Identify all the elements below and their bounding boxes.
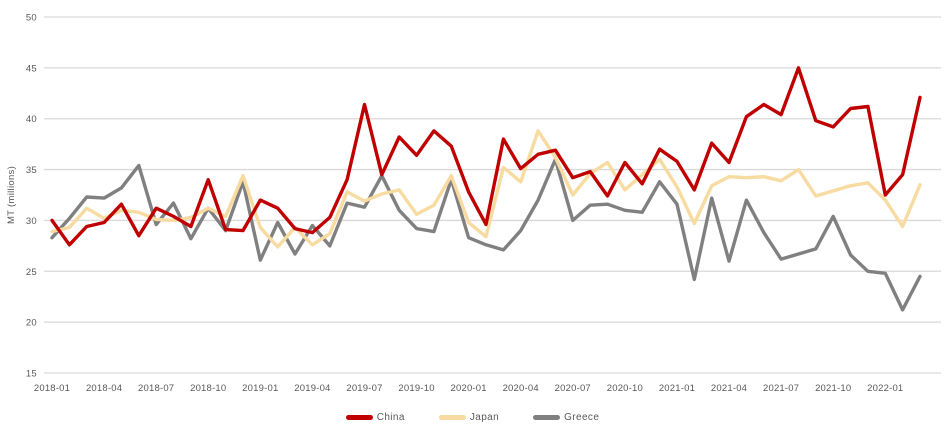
china-line-swatch <box>345 415 373 420</box>
chart-canvas: 15 20 25 30 35 40 45 50 2018-01 2018-04 2018-07 201… <box>26 13 941 394</box>
y-tick-label: 50 <box>26 13 37 24</box>
y-tick-label: 20 <box>26 318 37 329</box>
x-tick-label: 2020-01 <box>451 383 487 394</box>
y-axis-title: MT (millions) <box>6 166 17 224</box>
x-tick-label: 2018-04 <box>86 383 122 394</box>
legend-item-japan[interactable]: Japan <box>438 412 500 423</box>
x-tick-label: 2022-01 <box>867 383 903 394</box>
legend-label-greece: Greece <box>564 412 600 423</box>
x-tick-label: 2018-01 <box>34 383 70 394</box>
x-tick-label: 2019-07 <box>346 383 382 394</box>
legend-label-china: China <box>376 412 405 423</box>
x-tick-label: 2021-04 <box>711 383 747 394</box>
greece-series-line <box>50 157 922 312</box>
y-tick-label: 25 <box>26 267 37 278</box>
y-tick-label: 15 <box>26 369 37 380</box>
x-tick-label: 2020-04 <box>503 383 539 394</box>
x-tick-label: 2021-10 <box>815 383 851 394</box>
legend-item-greece[interactable]: Greece <box>533 412 599 423</box>
x-tick-label: 2019-04 <box>294 383 330 394</box>
y-tick-label: 45 <box>26 63 37 74</box>
x-tick-label: 2018-07 <box>138 383 174 394</box>
x-tick-label: 2018-10 <box>190 383 226 394</box>
legend-item-china[interactable]: China <box>345 412 405 423</box>
legend-label-japan: Japan <box>469 412 500 423</box>
chart-legend: China Japan Greece <box>0 412 945 423</box>
y-tick-label: 35 <box>26 165 37 176</box>
china-series-line <box>50 66 922 247</box>
x-tick-label: 2019-01 <box>242 383 278 394</box>
y-tick-label: 40 <box>26 114 37 125</box>
x-tick-label: 2020-07 <box>555 383 591 394</box>
y-tick-label: 30 <box>26 216 37 227</box>
x-tick-label: 2021-01 <box>659 383 695 394</box>
greece-line-swatch <box>533 415 561 420</box>
x-tick-label: 2019-10 <box>398 383 434 394</box>
japan-line-swatch <box>438 415 466 420</box>
japan-series-line <box>50 129 922 249</box>
x-tick-label: 2021-07 <box>763 383 799 394</box>
x-tick-label: 2020-10 <box>607 383 643 394</box>
